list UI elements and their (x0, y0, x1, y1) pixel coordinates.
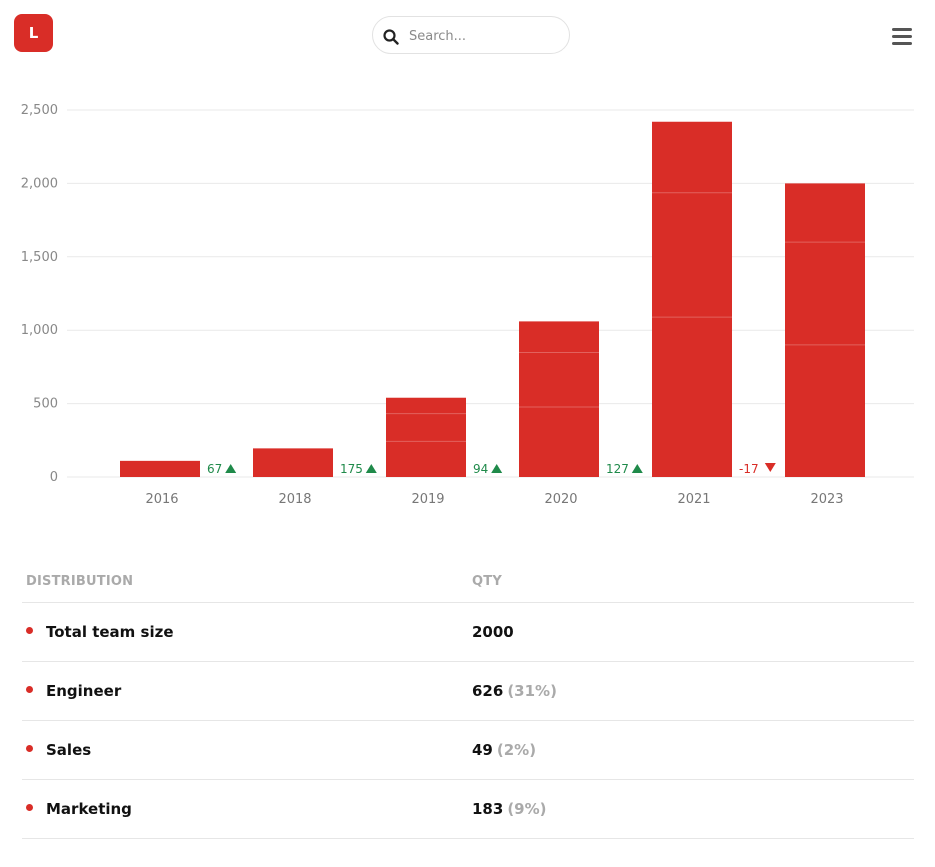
distribution-table: DISTRIBUTION QTY Total team size 2000 Engi… (22, 560, 914, 839)
bullet-dot-icon (26, 804, 33, 811)
row-label: Total team size (46, 623, 174, 641)
y-tick-label: 2,000 (21, 176, 58, 191)
bar (120, 460, 200, 477)
up-arrow-icon (225, 464, 237, 473)
growth-label: 94 (473, 462, 488, 476)
y-tick-label: 500 (33, 397, 58, 412)
row-percentage: (31%) (507, 682, 557, 700)
x-tick-label: 2021 (677, 492, 710, 507)
logo[interactable]: L (14, 14, 53, 52)
bar (386, 397, 466, 477)
row-label-cell: Sales (22, 741, 472, 759)
search-box[interactable] (372, 16, 570, 55)
search-input[interactable] (407, 17, 561, 55)
growth-label: 127 (606, 462, 629, 476)
bullet-dot-icon (26, 745, 33, 752)
x-tick-label: 2023 (810, 492, 843, 507)
bar (652, 121, 732, 477)
row-qty-cell: 2000 (472, 623, 914, 641)
y-tick-label: 0 (50, 470, 58, 485)
distribution-header-qty: QTY (472, 573, 502, 589)
hamburger-menu-icon[interactable] (890, 26, 914, 46)
row-percentage: (2%) (496, 741, 537, 759)
down-arrow-icon (764, 463, 776, 472)
y-tick-label: 1,500 (21, 250, 58, 265)
row-label: Sales (46, 741, 92, 759)
y-tick-label: 2,500 (21, 103, 58, 118)
growth-label: -17 (739, 462, 759, 476)
table-row: Total team size 2000 (22, 603, 914, 662)
x-tick-label: 2020 (544, 492, 577, 507)
x-tick-label: 2016 (145, 492, 178, 507)
row-label-cell: Engineer (22, 682, 472, 700)
row-qty-cell: 183 (9%) (472, 800, 914, 818)
row-qty: 2000 (472, 623, 514, 641)
up-arrow-icon (491, 464, 503, 473)
table-row: Engineer 626 (31%) (22, 662, 914, 721)
search-icon (383, 29, 399, 45)
bar (519, 321, 599, 477)
bar (253, 448, 333, 477)
growth-label: 175 (340, 462, 363, 476)
growth-bar-chart: 0 500 1,000 1,500 2,000 2,500 2016 2018 2019 2020… (21, 103, 914, 507)
x-tick-label: 2018 (278, 492, 311, 507)
distribution-header-label: DISTRIBUTION (26, 573, 134, 589)
row-qty: 49 (472, 741, 493, 759)
row-label-cell: Marketing (22, 800, 472, 818)
growth-label: 67 (207, 462, 222, 476)
distribution-header: DISTRIBUTION QTY (22, 560, 914, 603)
row-qty-cell: 49 (2%) (472, 741, 914, 759)
row-percentage: (9%) (507, 800, 547, 818)
row-qty: 626 (472, 682, 504, 700)
row-label-cell: Total team size (22, 623, 472, 641)
row-label: Marketing (46, 800, 132, 818)
bullet-dot-icon (26, 627, 33, 634)
up-arrow-icon (365, 464, 377, 473)
y-tick-label: 1,000 (21, 323, 58, 338)
row-qty: 183 (472, 800, 504, 818)
bullet-dot-icon (26, 686, 33, 693)
bar (785, 183, 865, 477)
up-arrow-icon (631, 464, 643, 473)
row-label: Engineer (46, 682, 122, 700)
x-tick-label: 2019 (411, 492, 444, 507)
table-row: Marketing 183 (9%) (22, 780, 914, 839)
row-qty-cell: 626 (31%) (472, 682, 914, 700)
table-row: Sales 49 (2%) (22, 721, 914, 780)
